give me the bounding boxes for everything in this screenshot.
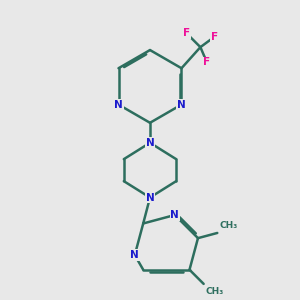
Text: N: N <box>170 210 179 220</box>
Text: N: N <box>146 138 154 148</box>
Text: F: F <box>183 28 190 38</box>
Text: F: F <box>211 32 218 42</box>
Text: N: N <box>146 193 154 202</box>
Text: N: N <box>114 100 123 110</box>
Text: CH₃: CH₃ <box>206 287 224 296</box>
Text: N: N <box>177 100 186 110</box>
Text: N: N <box>130 250 139 260</box>
Text: CH₃: CH₃ <box>219 221 237 230</box>
Text: F: F <box>203 57 211 68</box>
